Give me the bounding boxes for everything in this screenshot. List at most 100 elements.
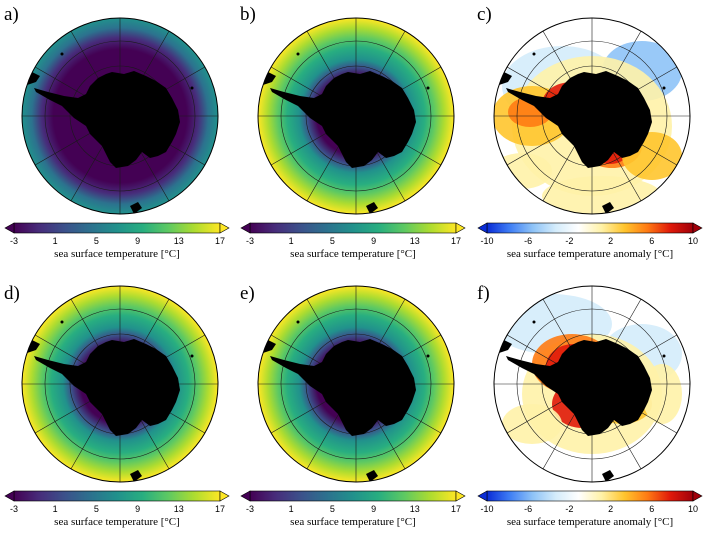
panel-label-a: a) [4, 4, 19, 25]
colorbar-tick-label: -10 [480, 236, 494, 246]
colorbar-min-arrow [240, 222, 251, 234]
colorbar-title: sea surface temperature anomaly [°C] [506, 248, 674, 260]
anomaly-region [494, 153, 552, 189]
colorbar-title: sea surface temperature [°C] [290, 516, 416, 528]
colorbar-tick-label: 5 [93, 236, 99, 246]
antarctica-landmass [34, 339, 180, 436]
antarctica-landmass [506, 71, 652, 168]
colorbar-tick-label: 2 [608, 504, 614, 514]
colorbar-tick-label: 10 [687, 504, 699, 514]
island [662, 86, 666, 90]
colorbar-tick-label: 6 [649, 236, 655, 246]
colorbar-min-arrow [4, 222, 15, 234]
colorbar-anomaly [477, 222, 703, 234]
antarctica-landmass [270, 71, 416, 168]
colorbar-max-arrow [455, 490, 466, 502]
colorbar-tick-label: 5 [329, 504, 335, 514]
colorbar-title: sea surface temperature [°C] [54, 248, 180, 260]
map-boundary [21, 17, 219, 215]
colorbar-tick-label: 9 [135, 236, 141, 246]
colorbar-tick-label: -6 [524, 504, 533, 514]
colorbar-tick-label: -2 [565, 236, 574, 246]
colorbar-sst [4, 222, 230, 234]
map-boundary [21, 285, 219, 483]
colorbar-tick-label: 13 [173, 236, 184, 246]
colorbar-title: sea surface temperature [°C] [290, 248, 416, 260]
island [532, 52, 536, 56]
new-zealand-landmass [602, 202, 614, 214]
colorbar-tick-label: 2 [608, 236, 614, 246]
anomaly-region [502, 404, 562, 444]
colorbar-tick-label: 13 [173, 504, 184, 514]
colorbar-tick-label: 1 [52, 236, 58, 246]
colorbar-tick-label: -3 [245, 236, 255, 246]
colorbar-tick-label: 10 [687, 236, 699, 246]
anomaly-region [642, 364, 682, 424]
antarctica-landmass [506, 339, 652, 436]
colorbar-min-arrow [240, 490, 251, 502]
island [296, 320, 300, 324]
colorbar-tick-label: 13 [409, 504, 420, 514]
colorbar-tick-label: 17 [450, 236, 462, 246]
colorbar-max-arrow [692, 222, 703, 234]
map-boundary [257, 17, 455, 215]
colorbar-title: sea surface temperature [°C] [54, 516, 180, 528]
colorbar-max-arrow [692, 490, 703, 502]
map-boundary [493, 285, 691, 483]
colorbar-max-arrow [455, 222, 466, 234]
island [296, 52, 300, 56]
colorbar-tick-label: 17 [214, 236, 226, 246]
colorbar-tick-label: -3 [245, 504, 255, 514]
panel-label-e: e) [240, 283, 255, 304]
colorbar-min-arrow [477, 490, 488, 502]
colorbar-sst [240, 490, 466, 502]
colorbar-tick-label: -3 [9, 504, 19, 514]
island [426, 354, 430, 358]
colorbar-tick-label: 6 [649, 504, 655, 514]
island [426, 86, 430, 90]
colorbar-title: sea surface temperature anomaly [°C] [506, 516, 674, 528]
island [190, 86, 194, 90]
colorbar-tick-label: 1 [288, 504, 294, 514]
colorbar-tick-label: 9 [135, 504, 141, 514]
colorbar-tick-label: 17 [450, 504, 462, 514]
map-boundary [493, 17, 691, 215]
colorbar-min-arrow [477, 222, 488, 234]
new-zealand-landmass [602, 470, 614, 482]
panel-label-f: f) [477, 283, 490, 304]
colorbar-tick-label: 5 [329, 236, 335, 246]
map-boundary [257, 285, 455, 483]
colorbar-tick-label: 1 [288, 236, 294, 246]
colorbar-sst [240, 222, 466, 234]
colorbar-tick-label: 5 [93, 504, 99, 514]
new-zealand-landmass [130, 470, 142, 482]
colorbar-anomaly [477, 490, 703, 502]
colorbar-tick-label: -3 [9, 236, 19, 246]
colorbar-min-arrow [4, 490, 15, 502]
colorbar-tick-label: 9 [371, 504, 377, 514]
island [662, 354, 666, 358]
map-panel-e [257, 285, 455, 483]
map-panel-d [21, 285, 219, 483]
island [60, 52, 64, 56]
map-panel-a [21, 17, 219, 215]
new-zealand-landmass [366, 470, 378, 482]
anomaly-region [542, 176, 662, 214]
panel-label-b: b) [240, 4, 256, 25]
new-zealand-landmass [366, 202, 378, 214]
map-panel-b [257, 17, 455, 215]
panel-label-d: d) [4, 283, 20, 304]
colorbar-tick-label: -2 [565, 504, 574, 514]
island [190, 354, 194, 358]
new-zealand-landmass [130, 202, 142, 214]
map-panel-f [493, 285, 691, 483]
panel-label-c: c) [477, 4, 492, 25]
island [532, 320, 536, 324]
colorbar-tick-label: 13 [409, 236, 420, 246]
map-panel-c [493, 17, 691, 215]
colorbar-sst [4, 490, 230, 502]
colorbar-tick-label: -6 [524, 236, 533, 246]
colorbar-tick-label: 1 [52, 504, 58, 514]
colorbar-tick-label: -10 [480, 504, 494, 514]
antarctica-landmass [270, 339, 416, 436]
